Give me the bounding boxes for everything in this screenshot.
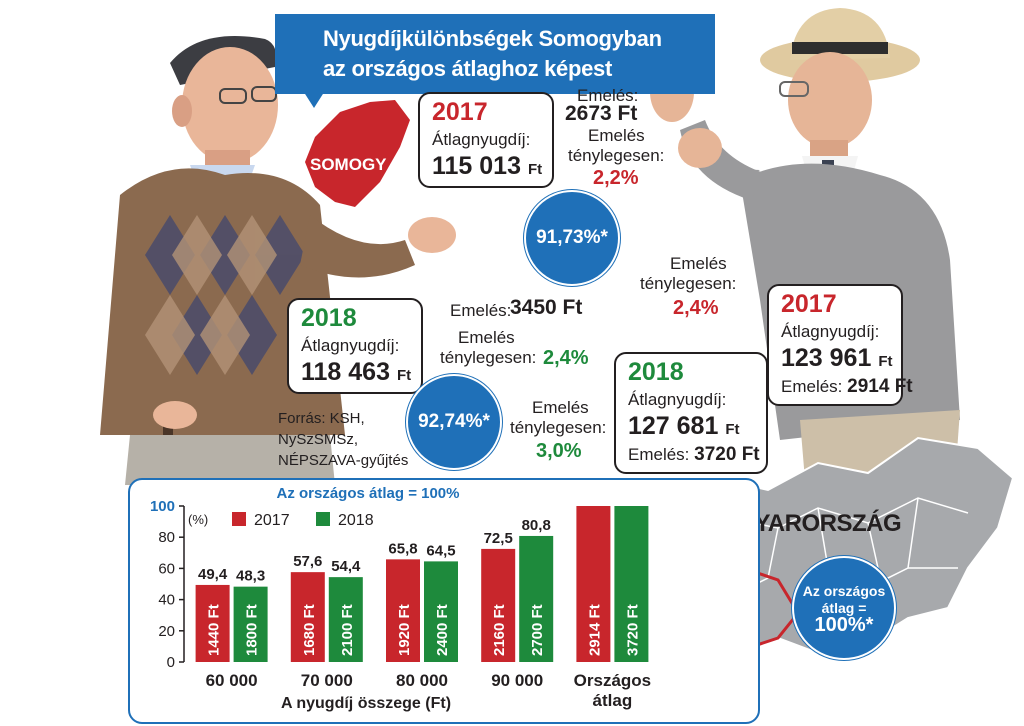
- bar-2017-0: [195, 584, 230, 662]
- national-2018-label: Átlagnyugdíj:: [628, 390, 727, 409]
- bar-2018-3: [519, 535, 554, 662]
- national-2018-real-value: 3,0%: [536, 440, 582, 462]
- national-2018-bubble: 2018 Átlagnyugdíj: 127 681 Ft Emelés: 37…: [614, 352, 768, 474]
- national-2017-value: 123 961 Ft: [781, 344, 893, 372]
- national-2017-raise: Emelés: 2914 Ft: [781, 376, 913, 397]
- national-2018-real-label-1: Emelés: [532, 398, 589, 417]
- national-2018-real-label-2: ténylegesen:: [510, 418, 607, 437]
- x-tick-label: 70 000: [301, 671, 353, 690]
- bar-2018-2: [424, 561, 458, 662]
- somogy-2017-bubble: 2017 Átlagnyugdíj: 115 013 Ft: [418, 92, 554, 188]
- bar-2017-3: [481, 548, 516, 662]
- somogy-2018-year: 2018: [301, 304, 357, 332]
- bar-value-label: 49,4: [198, 566, 228, 583]
- somogy-2018-real-label-2: ténylegesen:: [440, 348, 537, 367]
- x-tick-label: 90 000: [491, 671, 543, 690]
- somogy-2017-real-value: 2,2%: [593, 167, 639, 189]
- somogy-2017-circle: 91,73%*: [524, 190, 620, 286]
- somogy-2018-bubble: 2018 Átlagnyugdíj: 118 463 Ft: [287, 298, 423, 394]
- national-2017-real-label-2: ténylegesen:: [640, 274, 737, 293]
- bar-inner-label: 2100 Ft: [339, 604, 356, 656]
- y-tick-label: 100: [150, 498, 175, 515]
- bar-value-label: 54,4: [331, 558, 361, 575]
- bar-value-label: 48,3: [236, 568, 265, 585]
- bar-value-label: 57,6: [293, 553, 322, 570]
- national-circle-line-1: Az országos: [802, 582, 886, 599]
- bar-inner-label: 1800 Ft: [244, 604, 261, 656]
- somogy-2018-label: Átlagnyugdíj:: [301, 336, 400, 355]
- somogy-2018-raise-label: Emelés:: [450, 301, 512, 320]
- y-tick-label: 80: [158, 529, 175, 546]
- somogy-2017-real-label-2: ténylegesen:: [568, 146, 665, 165]
- source-line-3: NÉPSZAVA-gyűjtés: [278, 452, 409, 469]
- national-circle-line-3: 100%*: [814, 613, 874, 636]
- source-line-2: NySzSMSz,: [278, 431, 359, 448]
- bar-2017-1: [290, 572, 325, 662]
- y-tick-label: 40: [158, 592, 175, 609]
- bar-value-label: 80,8: [522, 517, 551, 534]
- title-line-1: Nyugdíjkülönbségek Somogyban: [323, 26, 662, 51]
- somogy-2018-raise-value: 3450 Ft: [510, 296, 583, 319]
- bar-chart: Az országos átlag = 100% 0 20 40 60 80 100 (%) 2…: [150, 485, 651, 712]
- bar-value-label: 64,5: [426, 542, 455, 559]
- national-2017-label: Átlagnyugdíj:: [781, 322, 880, 341]
- y-tick-label: 0: [167, 654, 175, 671]
- somogy-2017-year: 2017: [432, 98, 488, 126]
- somogy-2017-raise-label: Emelés:: [577, 86, 639, 105]
- somogy-map: [305, 100, 410, 207]
- somogy-2018-real-value: 2,4%: [543, 347, 589, 369]
- national-2018-year: 2018: [628, 358, 684, 386]
- bar-2018-1: [328, 577, 363, 662]
- bar-2017-2: [386, 559, 420, 662]
- legend-label-2018: 2018: [338, 512, 374, 529]
- somogy-2017-raise-value: 2673 Ft: [565, 102, 638, 125]
- bar-2018-0: [233, 586, 268, 662]
- national-2017-real-value: 2,4%: [673, 297, 719, 319]
- bar-inner-label: 2400 Ft: [434, 604, 451, 656]
- title-banner: Nyugdíjkülönbségek Somogyban az országos…: [275, 14, 715, 94]
- bar-inner-label: 1920 Ft: [396, 604, 413, 656]
- bar-2017-4: [576, 506, 611, 662]
- y-axis-label: (%): [188, 512, 208, 527]
- bar-2018-4: [614, 506, 649, 662]
- bar-value-label: 65,8: [388, 540, 417, 557]
- source-line-1: Forrás: KSH,: [278, 410, 365, 427]
- title-line-2: az országos átlaghoz képest: [323, 56, 612, 81]
- legend-label-2017: 2017: [254, 512, 290, 529]
- national-2017-bubble: 2017 Átlagnyugdíj: 123 961 Ft Emelés: 29…: [767, 284, 913, 406]
- x-tick-label: Országos: [574, 671, 651, 690]
- somogy-2017-value: 115 013 Ft: [432, 152, 543, 180]
- national-circle: Az országos átlag = 100%*: [792, 556, 896, 660]
- bar-value-label: 72,5: [484, 530, 513, 547]
- bar-inner-label: 2914 Ft: [586, 604, 603, 656]
- somogy-2017-real-label-1: Emelés: [588, 126, 645, 145]
- elderly-man-left-illustration: [100, 36, 456, 485]
- y-tick-label: 60: [158, 560, 175, 577]
- bar-inner-label: 1680 Ft: [301, 604, 318, 656]
- bar-inner-label: 3720 Ft: [624, 604, 641, 656]
- y-tick-label: 20: [158, 623, 175, 640]
- somogy-2017-label: Átlagnyugdíj:: [432, 130, 531, 149]
- bar-inner-label: 2160 Ft: [491, 604, 508, 656]
- x-tick-label: 60 000: [206, 671, 258, 690]
- chart-title: Az országos átlag = 100%: [277, 485, 460, 502]
- legend-swatch-2018: [316, 512, 330, 526]
- national-2017-real-label-1: Emelés: [670, 254, 727, 273]
- national-circle-line-2: átlag =: [821, 599, 867, 616]
- x-tick-label: átlag: [593, 691, 633, 710]
- somogy-2018-real-label-1: Emelés: [458, 328, 515, 347]
- somogy-2018-value: 118 463 Ft: [301, 358, 412, 386]
- legend-swatch-2017: [232, 512, 246, 526]
- title-tail: [300, 86, 328, 108]
- bar-inner-label: 1440 Ft: [206, 604, 223, 656]
- national-2018-raise: Emelés: 3720 Ft: [628, 444, 760, 465]
- source-note: Forrás: KSH, NySzSMSz, NÉPSZAVA-gyűjtés: [278, 408, 408, 471]
- bar-inner-label: 2700 Ft: [529, 604, 546, 656]
- national-2017-year: 2017: [781, 290, 837, 318]
- somogy-label: SOMOGY: [310, 155, 387, 174]
- x-tick-label: 80 000: [396, 671, 448, 690]
- national-2018-value: 127 681 Ft: [628, 412, 740, 440]
- somogy-2018-circle: 92,74%*: [406, 374, 502, 470]
- x-axis-label: A nyugdíj összege (Ft): [281, 695, 451, 712]
